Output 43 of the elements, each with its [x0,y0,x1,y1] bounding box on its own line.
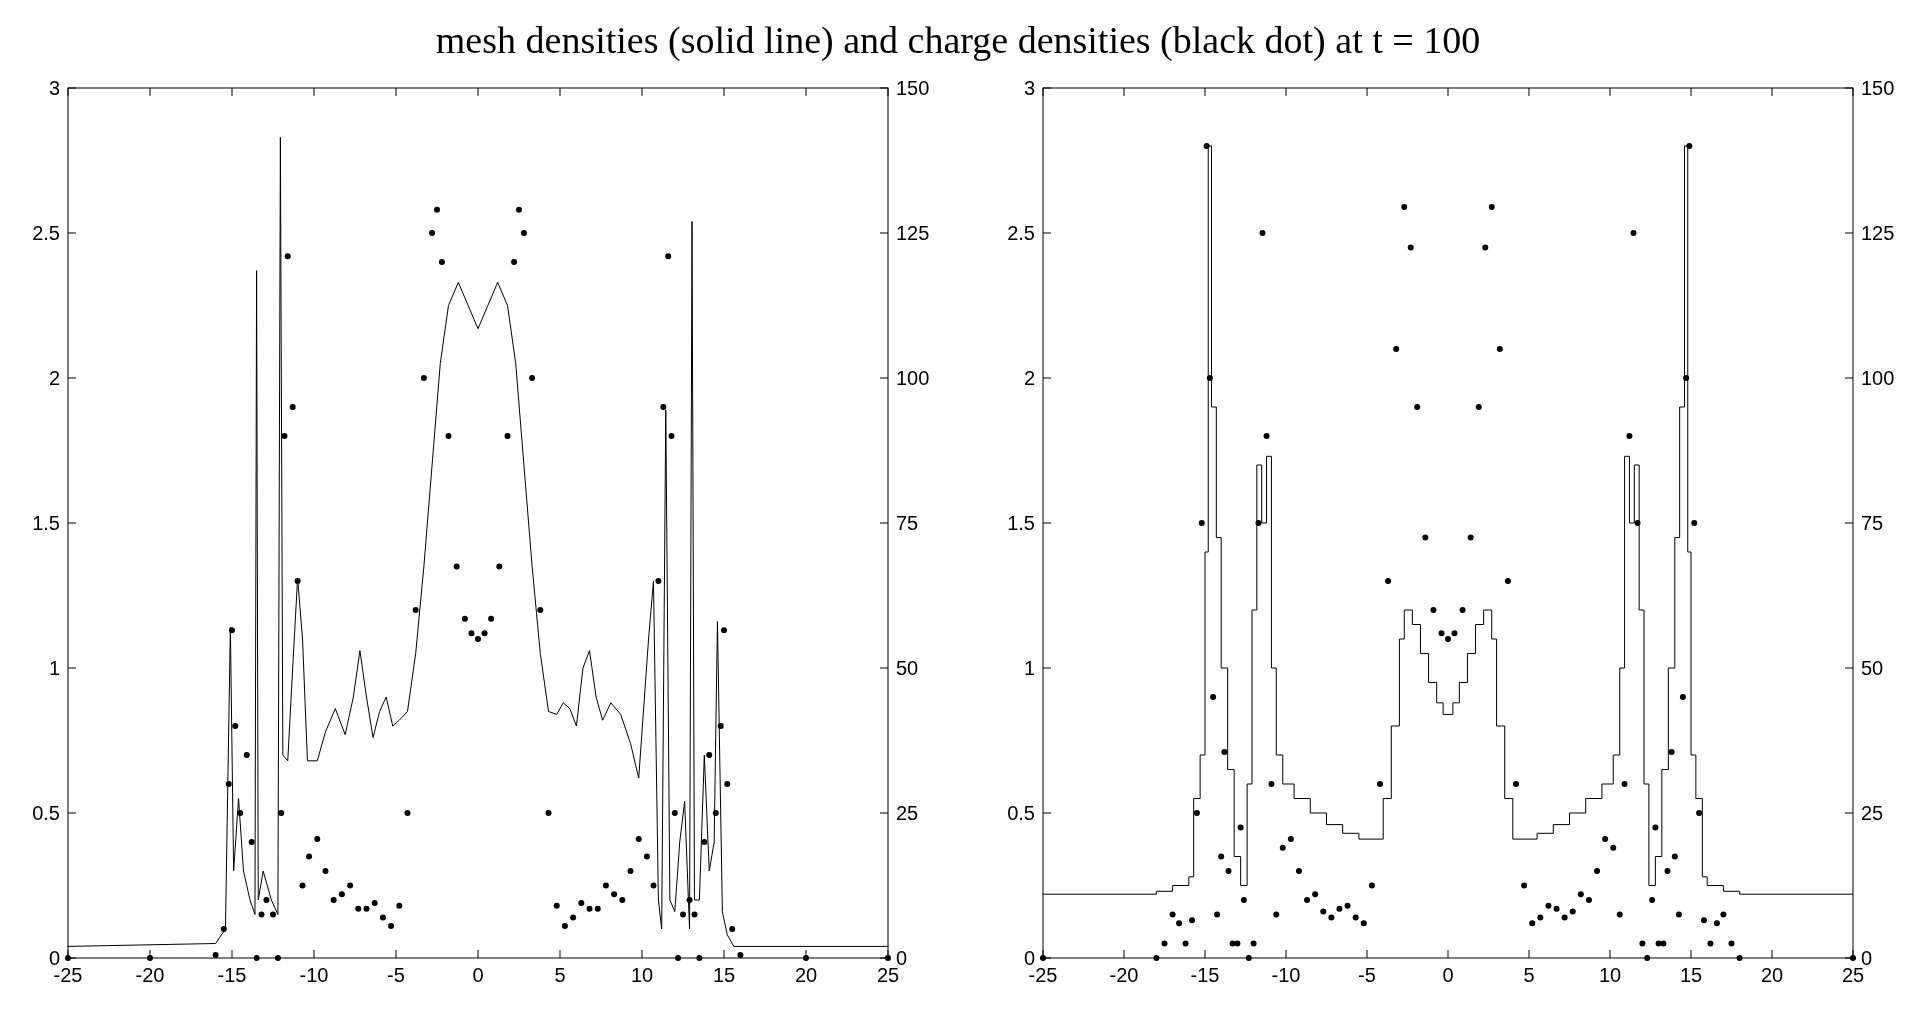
y2-tick-label: 125 [896,222,930,244]
y2-tick-label: 75 [1861,512,1884,534]
y-tick-label: 1 [1023,657,1035,679]
x-tick-label: 10 [630,964,654,986]
x-tick-label: -20 [135,964,165,986]
x-tick-label: -10 [1271,964,1301,986]
y-tick-label: 0.5 [32,802,60,824]
y2-tick-label: 150 [896,77,930,99]
chart-title: mesh densities (solid line) and charge densities (black dot) at t = 100 [435,19,1481,62]
x-tick-label: 0 [1442,964,1454,986]
x-tick-label: -5 [1358,964,1376,986]
y2-tick-label: 75 [896,512,919,534]
y2-tick-label: 25 [896,802,919,824]
y-tick-label: 2 [48,367,60,389]
y-tick-label: 2.5 [1007,222,1035,244]
x-tick-label: 5 [554,964,566,986]
x-tick-label: 20 [1760,964,1784,986]
y-tick-label: 1.5 [32,512,60,534]
y-tick-label: 0.5 [1007,802,1035,824]
x-tick-label: -10 [299,964,329,986]
y2-tick-label: 125 [1861,222,1895,244]
y-tick-label: 1 [48,657,60,679]
x-tick-label: 15 [1679,964,1703,986]
y-tick-label: 3 [1023,77,1035,99]
x-tick-label: 5 [1523,964,1535,986]
x-tick-label: 15 [712,964,736,986]
x-tick-label: 20 [794,964,818,986]
y2-tick-label: 150 [1861,77,1895,99]
y2-tick-label: 50 [896,657,919,679]
y-tick-label: 1.5 [1007,512,1035,534]
y2-tick-label: 25 [1861,802,1884,824]
x-tick-label: -5 [387,964,405,986]
y-tick-label: 2.5 [32,222,60,244]
x-tick-label: -15 [217,964,247,986]
x-tick-label: -15 [1190,964,1220,986]
y-tick-label: 3 [48,77,60,99]
y2-tick-label: 100 [1861,367,1895,389]
y2-tick-label: 50 [1861,657,1884,679]
x-tick-label: 0 [472,964,484,986]
x-tick-label: -20 [1109,964,1139,986]
y2-tick-label: 100 [896,367,930,389]
x-tick-label: 10 [1598,964,1622,986]
y-tick-label: 2 [1023,367,1035,389]
